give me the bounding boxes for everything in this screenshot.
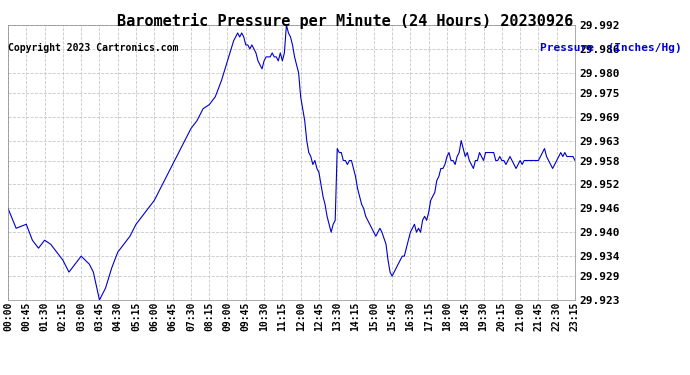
Text: Copyright 2023 Cartronics.com: Copyright 2023 Cartronics.com	[8, 43, 179, 53]
Text: Pressure  (Inches/Hg): Pressure (Inches/Hg)	[540, 43, 682, 53]
Text: Barometric Pressure per Minute (24 Hours) 20230926: Barometric Pressure per Minute (24 Hours…	[117, 13, 573, 29]
